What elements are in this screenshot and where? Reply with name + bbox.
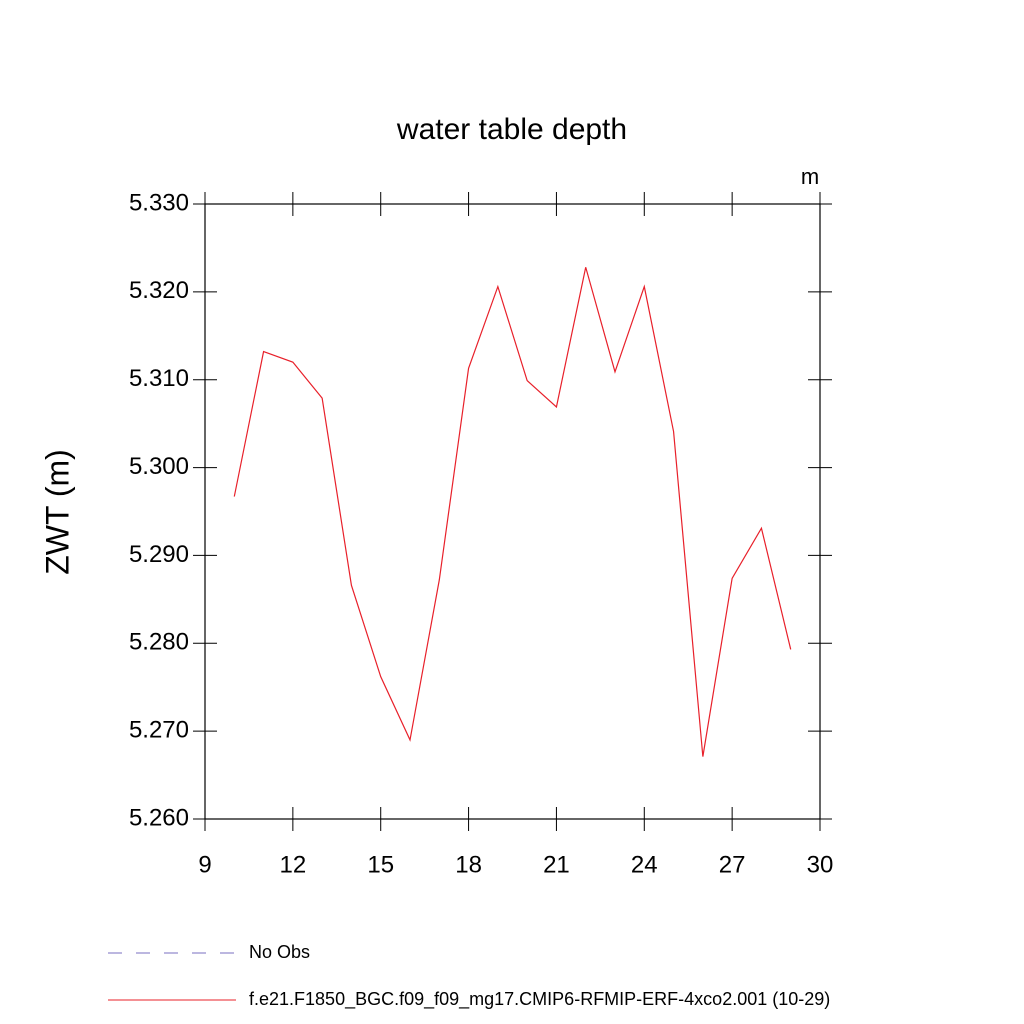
x-tick-label: 12 [280, 851, 307, 878]
data-line [233, 267, 792, 757]
y-tick-label: 5.310 [129, 365, 189, 392]
y-tick-label: 5.320 [129, 277, 189, 304]
units-label: m [801, 164, 819, 189]
x-tick-label: 9 [198, 851, 211, 878]
y-tick-label: 5.330 [129, 189, 189, 216]
x-tick-label: 30 [807, 851, 834, 878]
y-tick-label: 5.280 [129, 629, 189, 656]
x-tick-label: 15 [367, 851, 394, 878]
legend-label: f.e21.F1850_BGC.f09_f09_mg17.CMIP6-RFMIP… [249, 989, 830, 1010]
x-tick-label: 18 [455, 851, 482, 878]
y-axis-label: ZWT (m) [39, 449, 75, 575]
x-tick-label: 27 [719, 851, 746, 878]
x-tick-label: 21 [543, 851, 570, 878]
y-tick-label: 5.300 [129, 453, 189, 480]
legend-label: No Obs [249, 942, 310, 962]
y-tick-label: 5.270 [129, 716, 189, 743]
chart-title: water table depth [396, 113, 627, 146]
y-tick-label: 5.290 [129, 541, 189, 568]
y-tick-label: 5.260 [129, 804, 189, 831]
x-tick-label: 24 [631, 851, 658, 878]
plot-frame [204, 203, 821, 820]
